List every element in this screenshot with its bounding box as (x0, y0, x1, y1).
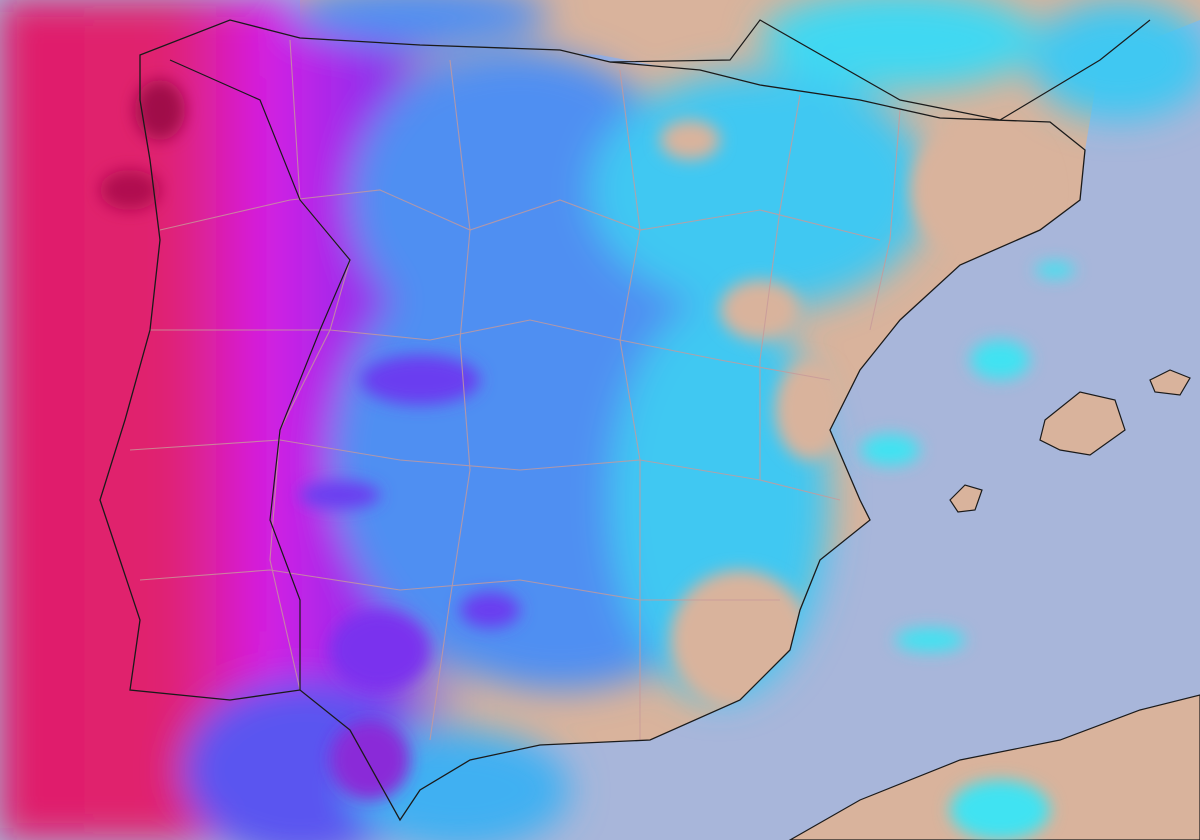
menorca-island (1149, 369, 1191, 396)
ibiza-island (949, 484, 983, 513)
dry-ebro (720, 280, 800, 340)
precip-north-coast-sea (290, 0, 550, 45)
portugal-border (169, 59, 351, 690)
precip-light-med-1 (970, 340, 1030, 380)
precip-heavy-cell-4 (330, 610, 430, 690)
precip-light-med-3 (860, 434, 920, 466)
precip-heavy-cell-5 (330, 720, 410, 800)
dry-catalonia (910, 120, 1050, 260)
precip-light-med-4 (950, 780, 1050, 840)
precip-galicia-extreme (135, 80, 185, 140)
france-border (609, 19, 1151, 121)
precip-heavy-cell-2 (300, 481, 380, 509)
precip-pyrenees (760, 0, 1040, 90)
precip-light-med-5 (1035, 262, 1075, 278)
precip-gulf-lion (1030, 0, 1200, 120)
mallorca-island (1039, 391, 1126, 456)
precip-northeast (590, 70, 930, 310)
precip-light-med-2 (895, 628, 965, 652)
precip-portugal-extreme (100, 170, 160, 210)
precip-heavy-cell-1 (360, 355, 480, 405)
precip-heavy-cell-3 (460, 592, 520, 628)
dry-valencia (775, 360, 845, 460)
north-africa (788, 694, 1200, 840)
iberia-coastline (99, 19, 1086, 822)
dry-navarra (660, 120, 720, 160)
